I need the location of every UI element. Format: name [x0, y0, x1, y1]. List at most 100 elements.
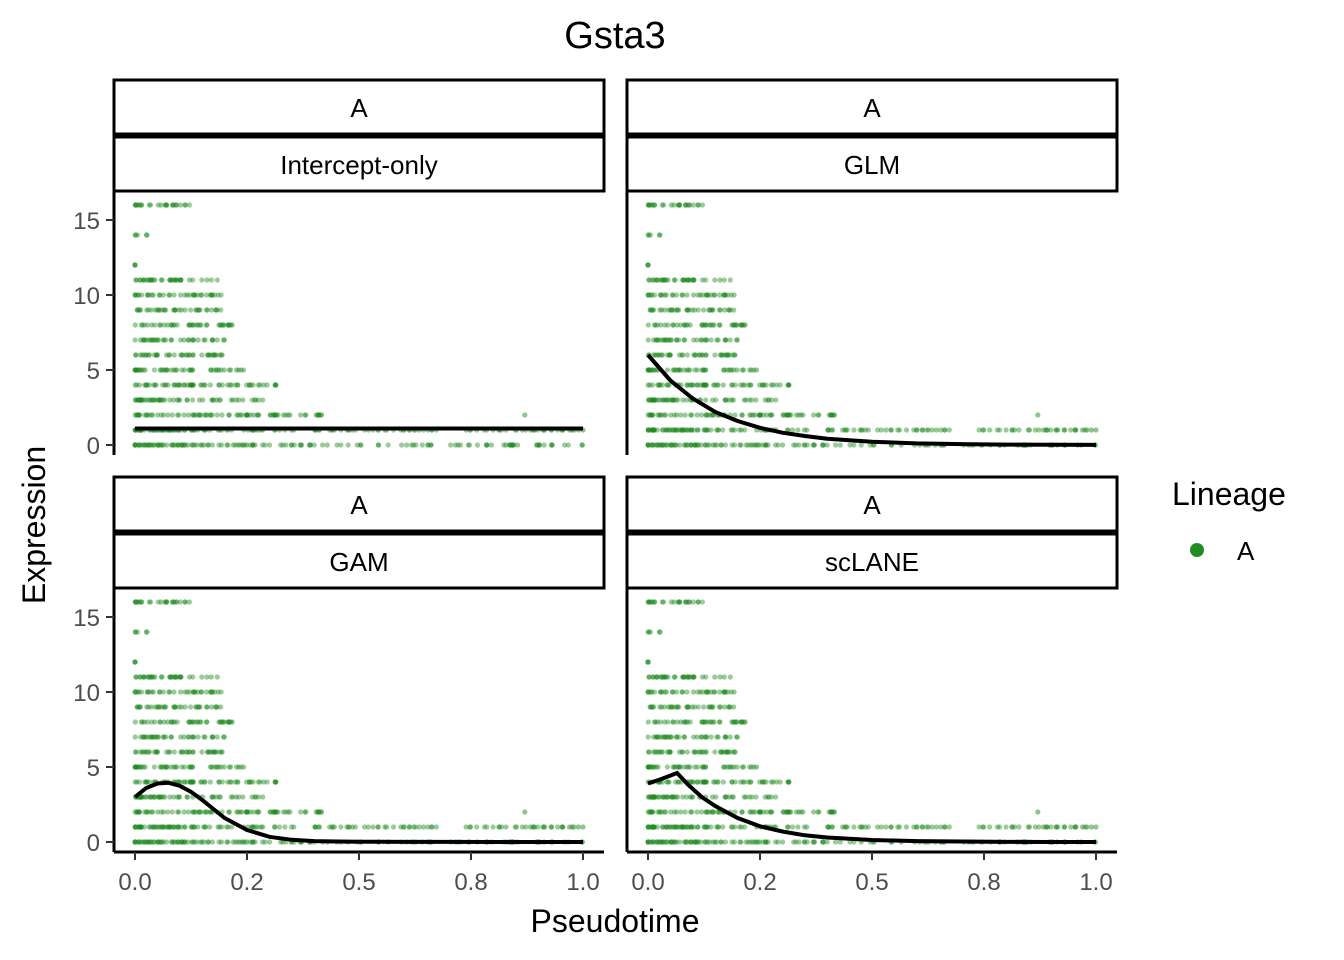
data-point — [692, 442, 698, 448]
data-point — [191, 322, 197, 328]
data-point — [151, 749, 157, 755]
data-point — [720, 352, 726, 358]
data-point — [187, 292, 193, 298]
data-point — [413, 442, 419, 448]
data-point — [175, 442, 181, 448]
data-point — [997, 824, 1003, 830]
data-point — [748, 367, 755, 373]
data-point — [509, 442, 516, 448]
data-point — [739, 764, 746, 770]
data-point — [307, 442, 313, 448]
data-point — [678, 427, 684, 433]
data-point — [158, 839, 164, 845]
x-tick-label: 0.5 — [342, 869, 375, 896]
data-point — [729, 794, 735, 800]
data-point — [190, 382, 196, 388]
data-point — [208, 412, 214, 418]
data-point — [196, 307, 202, 313]
data-point — [742, 427, 748, 433]
data-point — [209, 839, 215, 845]
data-point — [702, 427, 708, 433]
data-point — [645, 629, 651, 635]
data-point — [289, 442, 295, 448]
data-point — [138, 397, 144, 403]
data-point — [138, 337, 144, 343]
data-point — [507, 442, 513, 448]
data-point — [708, 689, 714, 695]
data-point — [404, 442, 410, 448]
data-point — [218, 839, 225, 845]
data-point — [717, 749, 724, 755]
data-point — [148, 412, 154, 418]
data-point — [659, 307, 665, 313]
data-point — [218, 689, 224, 695]
data-point — [754, 764, 760, 770]
data-point — [650, 397, 656, 403]
data-point — [298, 442, 305, 448]
data-point — [687, 764, 693, 770]
data-point — [235, 442, 241, 448]
data-point — [659, 749, 665, 755]
data-point — [181, 839, 187, 845]
data-point — [171, 367, 177, 373]
data-point — [136, 367, 142, 373]
data-point — [163, 202, 169, 208]
data-point — [244, 839, 250, 845]
data-point — [795, 427, 801, 433]
data-point — [135, 292, 141, 298]
data-point — [177, 277, 183, 283]
data-point — [152, 382, 158, 388]
data-point — [168, 337, 174, 343]
data-point — [942, 427, 948, 433]
data-point — [801, 442, 808, 448]
data-point — [701, 779, 707, 785]
data-point — [354, 442, 360, 448]
data-point — [670, 397, 677, 403]
data-point — [729, 367, 735, 373]
data-point — [1009, 427, 1015, 433]
data-point — [737, 839, 743, 845]
data-point — [136, 307, 142, 313]
data-point — [657, 382, 663, 388]
data-point — [994, 427, 1001, 433]
data-point — [210, 352, 216, 358]
data-point — [190, 412, 196, 418]
data-point — [734, 367, 740, 373]
data-point — [687, 322, 693, 328]
data-point — [219, 412, 225, 418]
data-point — [195, 689, 201, 695]
data-point — [726, 307, 732, 313]
data-point — [218, 307, 224, 313]
data-point — [145, 689, 151, 695]
data-point — [210, 352, 217, 358]
data-point — [685, 367, 692, 373]
strip-top-box — [112, 475, 606, 533]
data-point — [536, 442, 542, 448]
data-point — [709, 412, 715, 418]
data-point — [714, 382, 720, 388]
data-point — [730, 397, 736, 403]
strip-top-label: A — [350, 93, 368, 123]
data-point — [208, 764, 214, 770]
data-point — [205, 839, 211, 845]
data-point — [164, 839, 170, 845]
data-point — [189, 322, 195, 328]
data-point — [176, 397, 183, 403]
data-point — [675, 202, 681, 208]
data-point — [212, 292, 218, 298]
data-point — [149, 719, 155, 725]
data-point — [688, 382, 694, 388]
data-point — [209, 292, 215, 298]
data-point — [733, 719, 739, 725]
data-point — [162, 382, 168, 388]
data-point — [942, 824, 948, 830]
data-point — [656, 382, 662, 388]
data-point — [663, 412, 669, 418]
data-point — [194, 442, 200, 448]
data-point — [831, 412, 838, 418]
data-point — [133, 277, 139, 283]
data-point — [272, 412, 278, 418]
data-point — [714, 427, 720, 433]
data-point — [767, 412, 773, 418]
data-point — [709, 412, 716, 418]
